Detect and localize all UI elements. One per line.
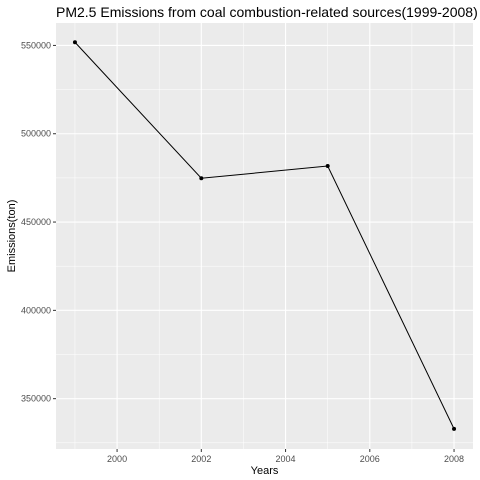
x-tick-label: 2002 <box>191 454 211 464</box>
plot-panel <box>56 23 473 449</box>
series-line <box>74 41 455 430</box>
x-axis-title: Years <box>251 465 279 477</box>
x-tick-label: 2006 <box>360 454 380 464</box>
x-axis-ticks: 2000 2002 2004 2006 2008 <box>107 449 464 464</box>
y-tick-label: 500000 <box>21 129 51 139</box>
data-point <box>452 426 457 431</box>
y-tick-label: 450000 <box>21 217 51 227</box>
y-tick-label: 400000 <box>21 305 51 315</box>
major-gridlines <box>56 23 473 449</box>
data-point <box>325 164 330 169</box>
chart-title: PM2.5 Emissions from coal combustion-rel… <box>56 4 478 20</box>
series-layer <box>72 40 457 431</box>
y-tick-label: 550000 <box>21 40 51 50</box>
y-axis-title: Emissions(ton) <box>6 200 18 273</box>
data-point <box>72 40 77 45</box>
x-tick-label: 2004 <box>276 454 296 464</box>
x-tick-label: 2000 <box>107 454 127 464</box>
x-tick-label: 2008 <box>444 454 464 464</box>
data-point <box>199 176 204 181</box>
minor-gridlines <box>56 23 473 449</box>
y-axis-ticks: 350000 400000 450000 500000 550000 <box>21 40 56 404</box>
y-tick-label: 350000 <box>21 394 51 404</box>
